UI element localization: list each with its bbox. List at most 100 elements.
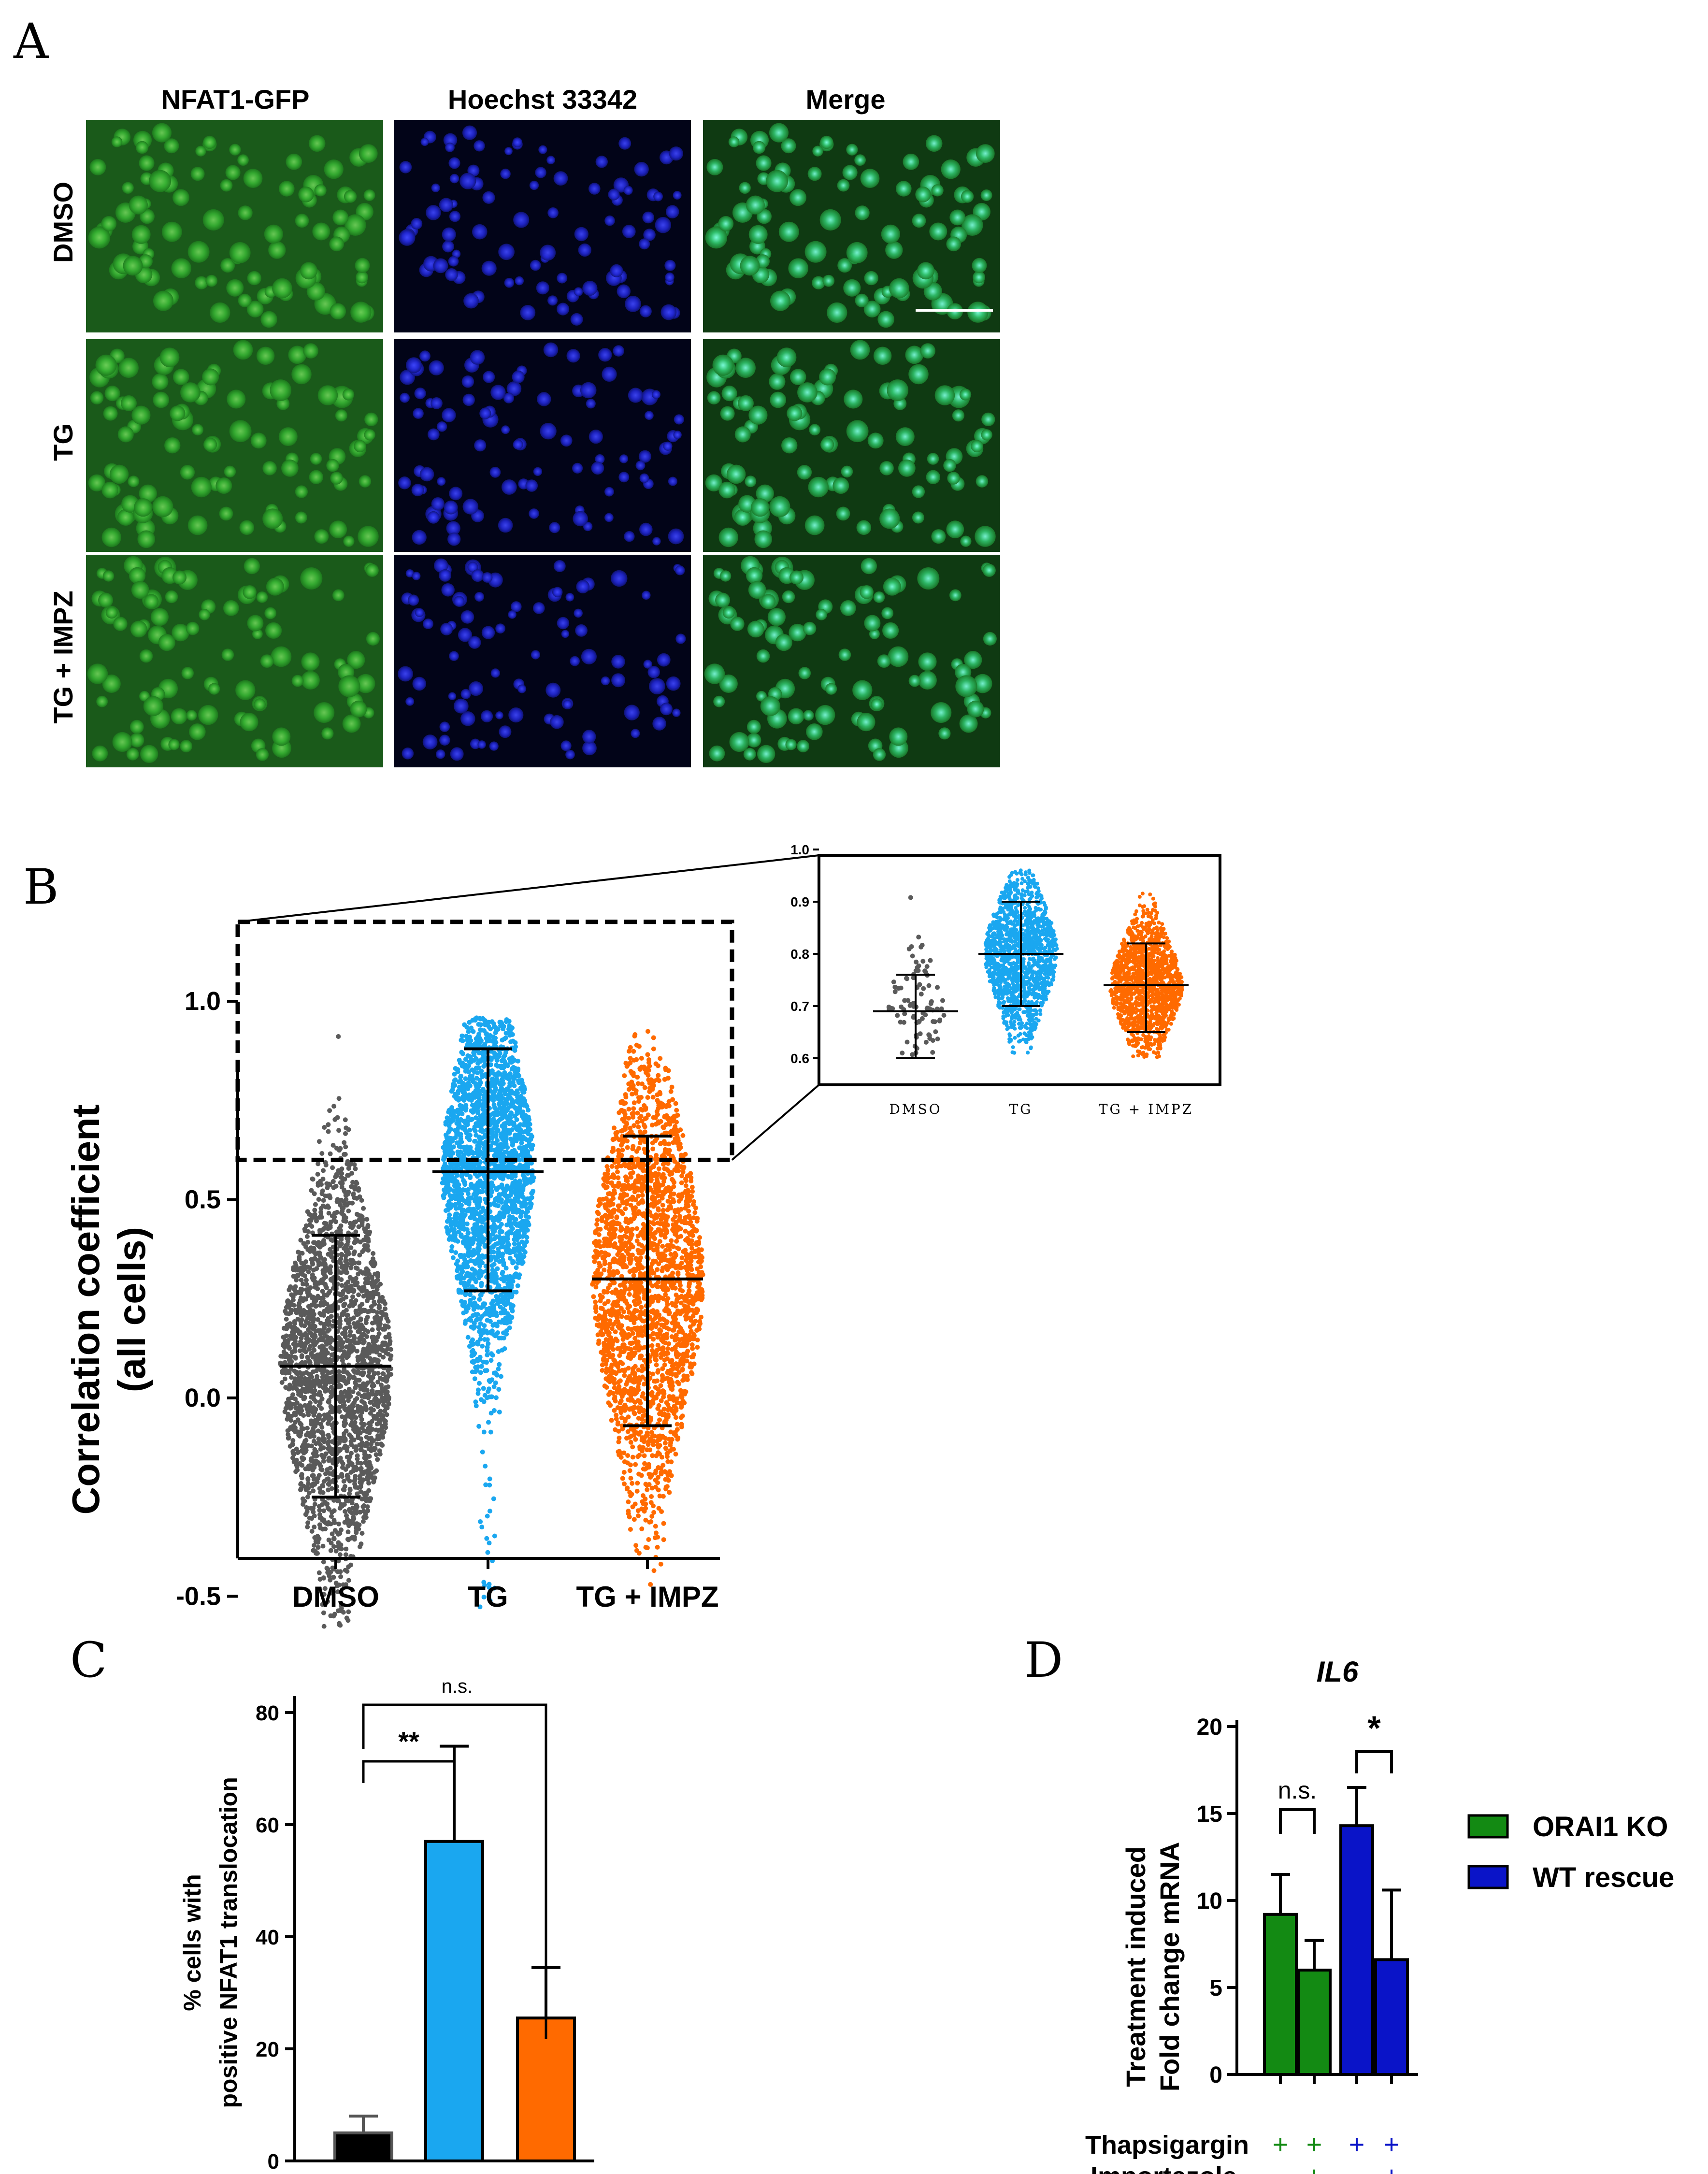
data-point [479,1364,484,1369]
data-point [356,1526,361,1532]
data-point [454,1261,459,1267]
data-point [344,1263,350,1268]
data-point [312,1275,317,1281]
data-point [481,1254,487,1260]
data-point [280,1368,285,1373]
data-point [445,1149,451,1154]
data-point [492,1322,498,1326]
data-point [449,1105,454,1110]
data-point [368,1400,373,1405]
data-point [324,1477,330,1482]
data-point [308,1218,314,1223]
data-point [339,1283,344,1288]
data-point [361,1515,366,1520]
data-point [476,1325,481,1330]
data-point [363,1317,369,1323]
data-point [345,1250,351,1255]
data-point [469,1209,474,1215]
data-point [359,1479,364,1484]
data-point [315,1172,320,1177]
data-point [466,1029,471,1034]
data-point [331,1497,336,1503]
data-point [341,1310,346,1315]
data-point [441,1145,446,1150]
data-point [503,1266,509,1271]
data-point [379,1432,384,1437]
data-point [321,1379,326,1384]
data-point [350,1423,355,1428]
data-point [370,1439,375,1444]
data-point [485,1337,490,1342]
data-point [297,1348,302,1353]
data-point [472,1184,477,1189]
data-point [472,1251,477,1256]
data-point [317,1577,323,1582]
data-point [348,1460,353,1466]
data-point [385,1405,390,1411]
data-point [490,1218,496,1223]
data-point [316,1392,321,1397]
data-point [493,1395,499,1400]
data-point [519,1114,525,1119]
data-point [376,1436,382,1441]
data-point [471,1226,476,1231]
data-point [485,1513,490,1519]
data-point [347,1325,353,1330]
data-point [473,1138,478,1144]
data-point [505,1311,510,1316]
data-point [346,1289,351,1295]
data-point [365,1296,371,1301]
data-point [326,1432,331,1438]
data-point [290,1325,296,1330]
data-point [482,1217,487,1222]
data-point [312,1240,317,1245]
data-point [346,1376,351,1382]
data-point [517,1233,522,1238]
data-point [478,1293,483,1298]
data-point [462,1257,467,1262]
data-point [502,1059,507,1064]
data-point [322,1125,327,1130]
data-point [513,1217,518,1222]
data-point [321,1323,327,1328]
data-point [373,1261,378,1267]
data-point [342,1431,347,1436]
data-point [472,1324,477,1329]
data-point [471,1237,476,1242]
data-point [316,1360,321,1366]
data-point [456,1152,461,1157]
data-point [294,1400,300,1405]
data-point [461,1062,466,1067]
data-point [343,1582,348,1587]
panel-b-correlation-chart: Correlation coefficient (all cells) -0.5… [64,842,1221,1629]
data-point [468,1215,473,1220]
data-point [470,1267,475,1271]
data-point [449,1248,454,1253]
data-point [505,1298,510,1304]
data-point [349,1184,354,1189]
data-point [330,1531,335,1537]
data-point [294,1386,299,1392]
data-point [452,1071,457,1077]
data-point [311,1302,316,1307]
data-point [361,1423,366,1428]
data-point [341,1369,346,1374]
data-point [311,1333,316,1339]
data-point [301,1281,305,1287]
data-point [503,1330,508,1335]
data-point [453,1093,459,1097]
micrograph [394,120,691,332]
data-point [319,1151,325,1156]
data-point [358,1489,363,1494]
data-point [308,1324,313,1329]
data-point [311,1548,316,1553]
data-point [327,1182,332,1188]
data-point [335,1115,340,1120]
data-point [461,1310,466,1316]
data-point [297,1310,302,1315]
data-point [359,1541,364,1546]
data-point [505,1063,510,1068]
data-point [487,1378,492,1383]
data-point [471,1029,476,1034]
data-point [312,1513,317,1519]
